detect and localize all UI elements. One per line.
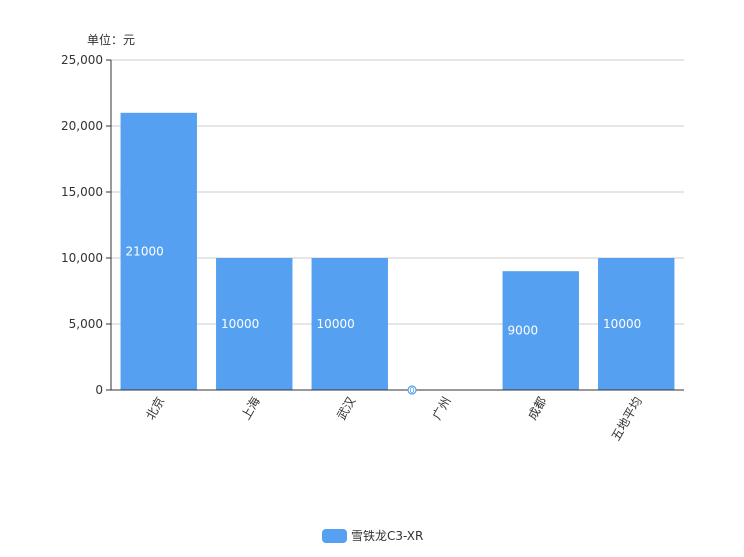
- bar-5: [598, 258, 675, 390]
- data-labels: 21000 10000 10000 0 9000 10000: [126, 244, 642, 395]
- x-tick-label-4: 成都: [525, 395, 549, 423]
- x-tick-label-1: 上海: [238, 394, 263, 422]
- y-tick-label: 20,000: [61, 119, 103, 133]
- y-tick-label: 10,000: [61, 251, 103, 265]
- y-tick-label: 25,000: [61, 53, 103, 67]
- legend[interactable]: 雪铁龙C3-XR: [322, 527, 423, 544]
- bar-0: [120, 112, 197, 391]
- x-tick-label-0: 北京: [143, 395, 167, 423]
- x-axis: 北京 上海 武汉 广州 成都 五地平均: [111, 389, 684, 444]
- grid-lines: [111, 59, 684, 325]
- data-label-4: 9000: [508, 324, 539, 338]
- bar-1: [216, 258, 293, 390]
- y-tick-label: 15,000: [61, 185, 103, 199]
- bars: [120, 112, 675, 391]
- data-label-1: 10000: [221, 317, 259, 331]
- data-label-3: 0: [410, 386, 415, 395]
- x-tick-label-5: 五地平均: [609, 395, 645, 444]
- data-label-2: 10000: [317, 317, 355, 331]
- legend-swatch: [322, 528, 347, 543]
- bar-4: [502, 271, 579, 390]
- zero-label-bg: [407, 385, 417, 395]
- y-tick-label: 5,000: [69, 317, 103, 331]
- unit-label: 单位：元: [87, 33, 136, 47]
- data-label-5: 10000: [603, 317, 641, 331]
- y-axis: 0 5,000 10,000 15,000 20,000 25,000: [61, 53, 112, 397]
- x-tick-label-2: 武汉: [334, 395, 358, 423]
- bar-2: [311, 258, 388, 390]
- data-label-0: 21000: [126, 244, 164, 258]
- legend-label: 雪铁龙C3-XR: [351, 529, 424, 543]
- y-tick-label: 0: [95, 383, 103, 397]
- x-tick-label-3: 广州: [430, 395, 454, 423]
